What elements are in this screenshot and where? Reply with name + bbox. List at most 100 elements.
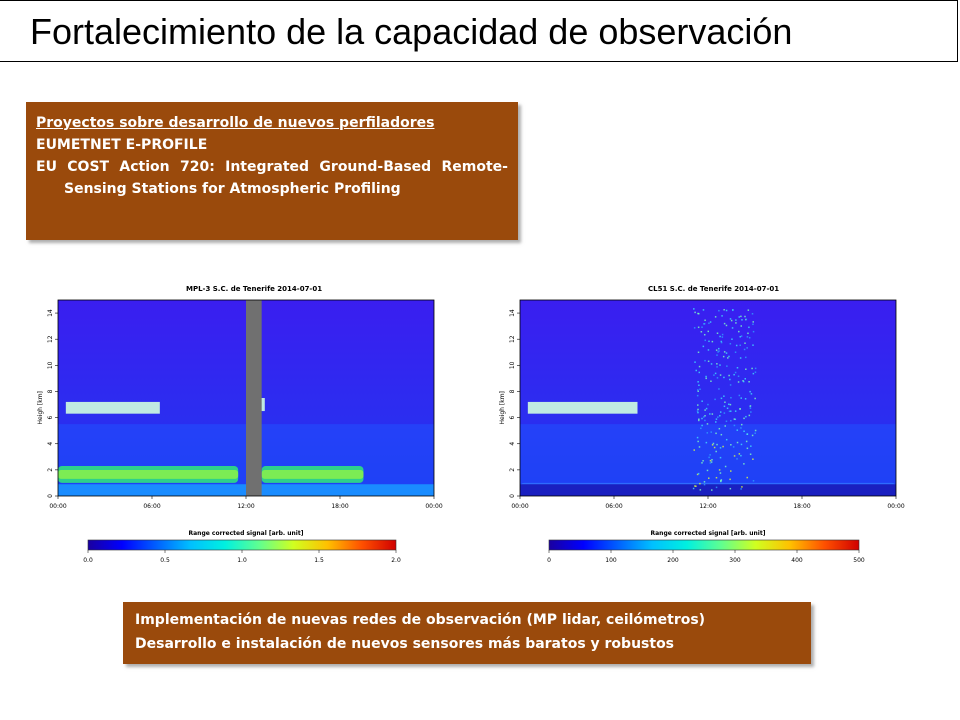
noise-speck <box>741 486 743 488</box>
noise-speck <box>711 363 713 365</box>
noise-speck <box>703 309 705 311</box>
noise-speck <box>724 323 726 325</box>
noise-speck <box>735 351 737 353</box>
noise-speck <box>722 336 724 338</box>
implementation-line: Implementación de nuevas redes de observ… <box>135 608 799 632</box>
colorbar-tick-label: 400 <box>791 557 803 564</box>
data-gap <box>246 300 262 496</box>
noise-speck <box>732 327 734 329</box>
noise-speck <box>707 423 709 425</box>
heatmap-svg: 0246810121400:00 06:00 12:00 18:00 00:00Heig… <box>487 278 907 578</box>
noise-speck <box>709 454 711 456</box>
noise-speck <box>719 415 721 417</box>
noise-speck <box>707 432 709 434</box>
noise-speck <box>720 472 722 474</box>
y-tick-label: 10 <box>47 361 54 369</box>
noise-speck <box>743 431 745 433</box>
noise-speck <box>704 360 706 362</box>
y-tick-label: 6 <box>47 416 54 420</box>
noise-speck <box>712 444 714 446</box>
noise-speck <box>718 310 720 312</box>
noise-speck <box>716 487 718 489</box>
noise-speck <box>719 469 721 471</box>
y-tick-label: 12 <box>509 335 516 343</box>
noise-speck <box>704 409 706 411</box>
noise-speck <box>720 447 722 449</box>
noise-speck <box>720 457 722 459</box>
noise-speck <box>747 433 749 435</box>
noise-speck <box>717 416 719 418</box>
noise-speck <box>750 411 752 413</box>
noise-speck <box>731 320 733 322</box>
noise-speck <box>737 367 739 369</box>
noise-speck <box>716 444 718 446</box>
noise-speck <box>752 324 754 326</box>
cost-action-line: EU COST Action 720: Integrated Ground-Ba… <box>36 156 508 200</box>
noise-speck <box>714 447 716 449</box>
noise-speck <box>697 395 699 397</box>
noise-speck <box>730 488 732 490</box>
y-tick-label: 0 <box>509 494 516 498</box>
noise-speck <box>718 350 720 352</box>
noise-speck <box>701 462 703 464</box>
colorbar-label: Range corrected signal [arb. unit] <box>651 530 766 537</box>
noise-speck <box>693 488 695 490</box>
colorbar-tick-label: 1.0 <box>237 557 247 564</box>
noise-speck <box>739 316 741 318</box>
noise-speck <box>730 444 732 446</box>
noise-speck <box>708 331 710 333</box>
noise-speck <box>707 470 709 472</box>
noise-speck <box>755 371 757 373</box>
noise-speck <box>723 395 725 397</box>
noise-speck <box>748 327 750 329</box>
noise-speck <box>708 349 710 351</box>
noise-speck <box>724 412 726 414</box>
cloud-layer-0 <box>528 402 638 414</box>
noise-speck <box>701 400 703 402</box>
mpl-chart: MPL-3 S.C. de Tenerife 2014-07-01 0 2 4 6 8 10… <box>25 278 445 578</box>
colorbar-label: Range corrected signal [arb. unit] <box>189 530 304 537</box>
noise-speck <box>736 458 738 460</box>
implementation-box: Implementación de nuevas redes de observ… <box>123 602 811 664</box>
projects-box: Proyectos sobre desarrollo de nuevos per… <box>26 102 518 240</box>
noise-speck <box>710 462 712 464</box>
noise-speck <box>726 310 728 312</box>
noise-speck <box>705 340 707 342</box>
cloud-layer-0 <box>66 402 160 414</box>
noise-speck <box>753 480 755 482</box>
noise-speck <box>717 332 719 334</box>
colorbar-tick-label: 1.5 <box>314 557 324 564</box>
noise-speck <box>715 451 717 453</box>
noise-speck <box>730 384 732 386</box>
noise-speck <box>723 356 725 358</box>
noise-speck <box>747 336 749 338</box>
noise-speck <box>725 466 727 468</box>
noise-speck <box>697 437 699 439</box>
noise-speck <box>718 348 720 350</box>
x-tick-label: 06:00 <box>605 503 622 510</box>
noise-speck <box>739 395 741 397</box>
noise-speck <box>746 441 748 443</box>
noise-speck <box>715 316 717 318</box>
noise-speck <box>743 381 745 383</box>
noise-speck <box>739 408 741 410</box>
noise-speck <box>725 425 727 427</box>
noise-speck <box>728 356 730 358</box>
noise-speck <box>752 435 754 437</box>
noise-speck <box>698 352 700 354</box>
noise-speck <box>750 445 752 447</box>
noise-speck <box>750 405 752 407</box>
colorbar-tick-label: 500 <box>853 557 865 564</box>
noise-speck <box>721 315 723 317</box>
noise-speck <box>740 455 742 457</box>
y-tick-label: 6 <box>509 416 516 420</box>
noise-speck <box>744 316 746 318</box>
noise-speck <box>735 410 737 412</box>
noise-speck <box>730 404 732 406</box>
noise-speck <box>697 389 699 391</box>
noise-speck <box>700 428 702 430</box>
noise-speck <box>698 327 700 329</box>
noise-speck <box>730 470 732 472</box>
noise-speck <box>704 420 706 422</box>
y-tick-label: 8 <box>509 389 516 393</box>
